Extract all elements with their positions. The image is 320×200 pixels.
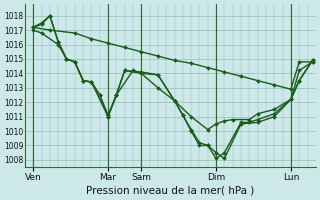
X-axis label: Pression niveau de la mer( hPa ): Pression niveau de la mer( hPa ) xyxy=(86,186,254,196)
